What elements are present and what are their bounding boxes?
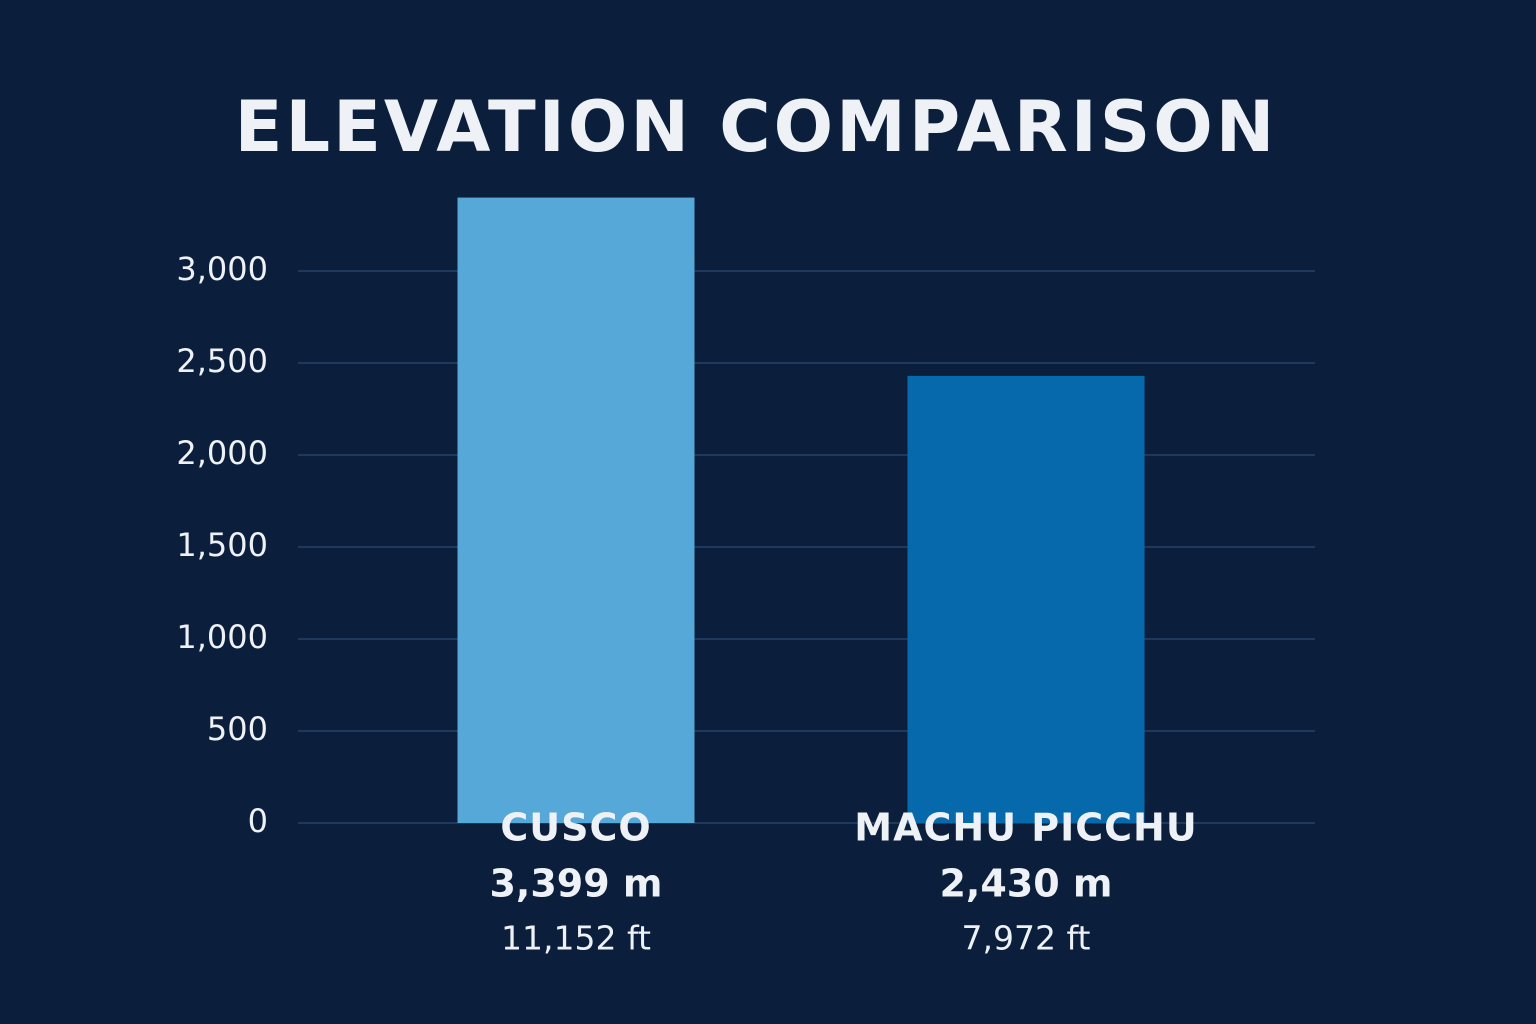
y-tick-label: 1,000 — [176, 618, 268, 656]
y-tick-label: 1,500 — [176, 526, 268, 564]
x-tick-label: CUSCO — [500, 806, 651, 850]
chart-title: ELEVATION COMPARISON — [235, 86, 1278, 168]
value-label: 2,430 m — [939, 862, 1112, 906]
y-tick-label: 500 — [207, 710, 268, 748]
y-tick-label: 2,500 — [176, 342, 268, 380]
y-tick-label: 0 — [248, 802, 268, 840]
value-label: 3,399 m — [489, 862, 662, 906]
bar — [457, 197, 695, 824]
secondary-label: 7,972 ft — [962, 919, 1091, 958]
y-tick-label: 3,000 — [176, 250, 268, 288]
secondary-label: 11,152 ft — [501, 919, 651, 958]
x-tick-label: MACHU PICCHU — [854, 806, 1197, 850]
bar — [907, 375, 1145, 823]
y-tick-label: 2,000 — [176, 434, 268, 472]
